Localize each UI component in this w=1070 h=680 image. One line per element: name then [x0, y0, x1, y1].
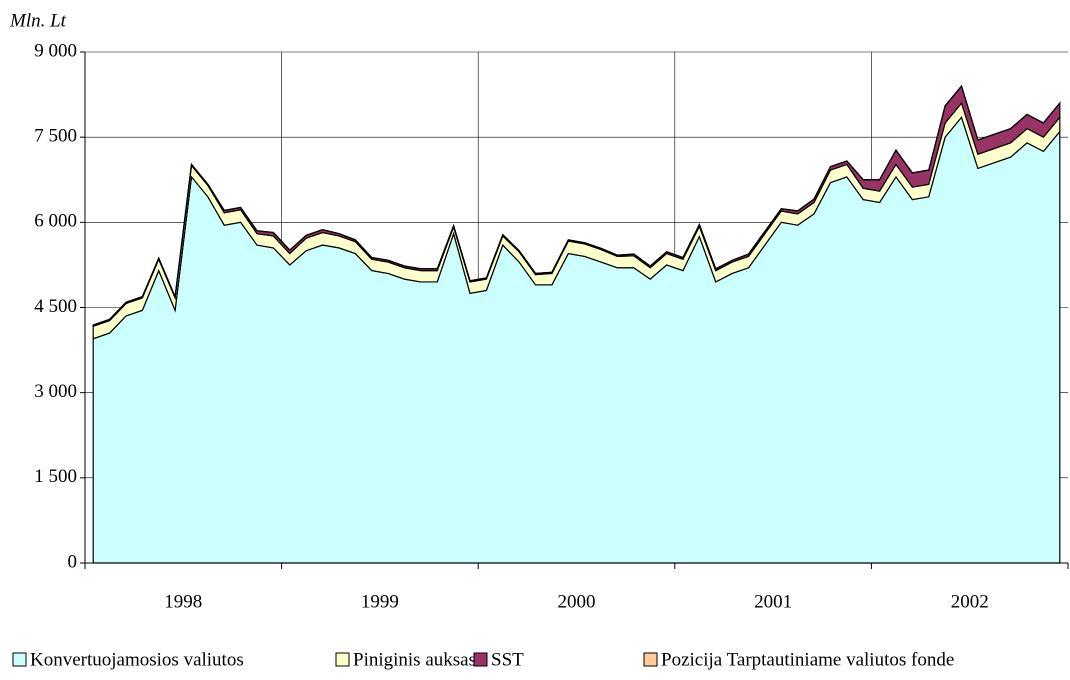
area: [92, 84, 1061, 326]
x-tick-label: 2001: [754, 591, 792, 612]
y-tick-label: 4 500: [34, 296, 77, 317]
legend-label: SST: [491, 649, 524, 670]
legend-label: Pozicija Tarptautiniame valiutos fonde: [661, 649, 954, 670]
legend-swatch: [335, 652, 350, 667]
y-tick-label: 9 000: [34, 40, 77, 61]
y-axis-title: Mln. Lt: [9, 10, 67, 31]
legend-swatch: [473, 652, 488, 667]
y-tick-label: 0: [68, 551, 78, 572]
y-tick-label: 1 500: [34, 466, 77, 487]
legend-swatch: [643, 652, 658, 667]
y-tick-label: 6 000: [34, 211, 77, 232]
x-tick-label: 1999: [361, 591, 399, 612]
x-tick-label: 2002: [951, 591, 989, 612]
legend-label: Konvertuojamosios valiutos: [30, 649, 244, 670]
y-tick-label: 3 000: [34, 381, 77, 402]
y-tick-label: 7 500: [34, 126, 77, 147]
legend-swatch: [12, 652, 27, 667]
x-tick-label: 1998: [164, 591, 202, 612]
x-tick-label: 2000: [558, 591, 596, 612]
legend-label: Piniginis auksas: [353, 649, 476, 670]
